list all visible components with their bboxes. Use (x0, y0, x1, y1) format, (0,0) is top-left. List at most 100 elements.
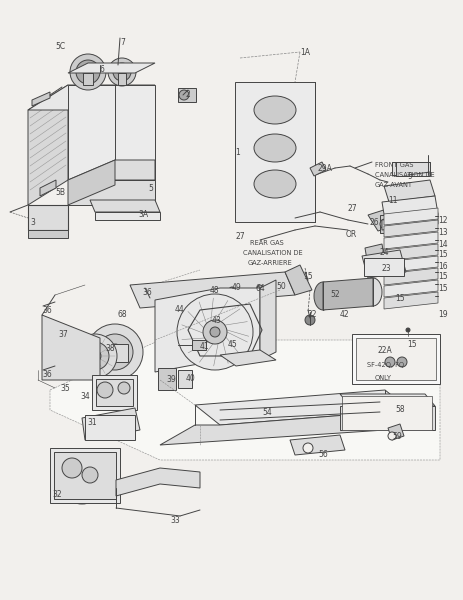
Polygon shape (40, 180, 56, 196)
Text: 52: 52 (330, 290, 340, 299)
Text: 36: 36 (42, 370, 52, 379)
Bar (192, 340, 206, 350)
Polygon shape (384, 180, 435, 202)
Circle shape (70, 54, 106, 90)
Polygon shape (384, 208, 438, 225)
Circle shape (179, 90, 189, 100)
Text: ONLY: ONLY (375, 375, 392, 381)
Polygon shape (68, 160, 155, 180)
Text: 9: 9 (408, 172, 413, 181)
Circle shape (66, 464, 98, 496)
Circle shape (257, 285, 263, 291)
Text: 42: 42 (340, 310, 350, 319)
Text: 5B: 5B (55, 188, 65, 197)
Polygon shape (220, 350, 276, 366)
Circle shape (202, 292, 210, 300)
Text: REAR GAS: REAR GAS (250, 240, 284, 246)
Circle shape (75, 473, 89, 487)
Text: 15: 15 (438, 284, 448, 293)
Bar (396, 162, 430, 176)
Polygon shape (340, 406, 435, 430)
Bar (54, 452, 116, 499)
Polygon shape (195, 390, 410, 425)
Text: 23: 23 (382, 264, 392, 273)
Text: 33: 33 (170, 516, 180, 525)
Text: 36: 36 (42, 306, 52, 315)
Text: 64: 64 (256, 284, 266, 293)
Text: 24: 24 (380, 248, 390, 257)
Polygon shape (68, 63, 155, 73)
Polygon shape (50, 340, 440, 460)
Text: 40: 40 (186, 374, 196, 383)
Text: 16: 16 (438, 262, 448, 271)
Polygon shape (384, 280, 438, 297)
Text: 5C: 5C (55, 42, 65, 51)
Ellipse shape (254, 96, 296, 124)
Text: 6: 6 (100, 65, 105, 74)
Polygon shape (388, 424, 404, 440)
Circle shape (118, 68, 126, 76)
Ellipse shape (364, 278, 382, 306)
Polygon shape (310, 162, 326, 176)
Circle shape (89, 350, 101, 362)
Circle shape (113, 63, 131, 81)
Circle shape (73, 334, 117, 378)
Text: 31: 31 (87, 418, 97, 427)
Text: 50: 50 (276, 282, 286, 291)
Bar (50, 448, 120, 503)
Text: 2: 2 (185, 90, 190, 99)
Text: 1A: 1A (300, 48, 310, 57)
Bar (102, 344, 128, 362)
Text: 45: 45 (228, 340, 238, 349)
Polygon shape (28, 85, 155, 110)
Bar (118, 73, 126, 85)
Text: 29A: 29A (318, 164, 333, 173)
Polygon shape (28, 205, 68, 230)
Text: 37: 37 (58, 330, 68, 339)
Circle shape (305, 315, 315, 325)
Text: 3A: 3A (138, 210, 148, 219)
Text: 34: 34 (80, 392, 90, 401)
Polygon shape (384, 220, 438, 237)
Polygon shape (32, 92, 50, 106)
Polygon shape (384, 244, 438, 261)
Text: 38: 38 (105, 344, 115, 353)
Polygon shape (384, 292, 438, 309)
Polygon shape (68, 85, 155, 180)
Circle shape (397, 357, 407, 367)
Text: 48: 48 (210, 286, 219, 295)
Circle shape (83, 67, 93, 77)
Text: OR: OR (346, 230, 357, 239)
Ellipse shape (254, 134, 296, 162)
Circle shape (406, 328, 410, 332)
Circle shape (58, 456, 106, 504)
Bar (75, 456, 89, 481)
Polygon shape (384, 232, 438, 249)
Text: 11: 11 (388, 196, 398, 205)
Circle shape (97, 382, 113, 398)
Polygon shape (95, 212, 160, 220)
Circle shape (203, 320, 227, 344)
Text: 43: 43 (212, 316, 222, 325)
Text: 15: 15 (407, 340, 417, 349)
Text: CANALISATION DE: CANALISATION DE (243, 250, 303, 256)
Circle shape (388, 432, 396, 440)
Bar (352, 334, 440, 384)
Text: 26: 26 (370, 218, 380, 227)
Text: 59: 59 (392, 432, 402, 441)
Text: 14: 14 (438, 240, 448, 249)
Polygon shape (362, 250, 406, 278)
Text: 3: 3 (30, 218, 35, 227)
Text: 27: 27 (348, 204, 357, 213)
Polygon shape (384, 256, 438, 273)
Polygon shape (155, 288, 260, 372)
Bar (158, 368, 176, 390)
Polygon shape (382, 214, 438, 230)
Circle shape (118, 382, 130, 394)
Text: 32: 32 (52, 490, 62, 499)
Text: 68: 68 (118, 310, 128, 319)
Text: 15: 15 (438, 272, 448, 281)
Polygon shape (28, 230, 68, 238)
Text: 5: 5 (148, 184, 153, 193)
Circle shape (82, 467, 98, 483)
